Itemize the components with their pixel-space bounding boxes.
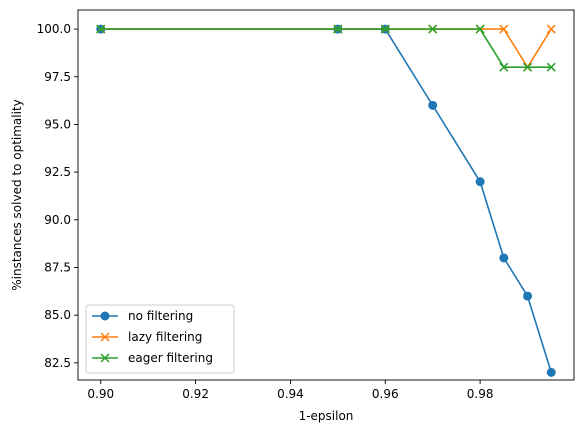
data-point — [499, 24, 509, 34]
data-point-stroke — [499, 24, 509, 34]
y-axis-label: %instances solved to optimality — [10, 99, 24, 291]
data-point-stroke — [546, 62, 556, 72]
data-point — [546, 62, 556, 72]
legend-marker-stroke — [100, 332, 110, 342]
series-layer — [96, 24, 556, 377]
data-point — [333, 24, 343, 34]
legend-box — [85, 304, 235, 374]
x-tick-label: 0.96 — [372, 387, 399, 401]
x-tick-label: 0.94 — [277, 387, 304, 401]
data-point-stroke — [96, 24, 106, 34]
data-point — [522, 62, 533, 72]
series-line — [100, 28, 552, 69]
plot-frame — [77, 9, 575, 381]
legend-label: eager filtering — [128, 351, 213, 365]
legend-marker — [100, 353, 110, 363]
data-point-stroke — [522, 62, 533, 72]
x-tick-label: 0.90 — [87, 387, 114, 401]
x-tick-label: 0.92 — [182, 387, 209, 401]
data-point-stroke — [380, 24, 390, 34]
data-point — [475, 177, 485, 187]
y-tick-label: 100.0 — [37, 22, 71, 36]
legend-label: lazy filtering — [128, 330, 202, 344]
y-tick-label: 95.0 — [44, 117, 71, 131]
data-point — [546, 367, 556, 377]
data-point-stroke — [475, 24, 485, 34]
series-eager-filtering — [96, 24, 556, 72]
y-tick-label: 97.5 — [44, 70, 71, 84]
data-point — [499, 253, 509, 263]
data-point-stroke — [428, 24, 438, 34]
data-point — [546, 24, 556, 34]
legend-marker-stroke — [100, 353, 110, 363]
data-point — [428, 24, 438, 34]
data-point — [96, 24, 106, 34]
x-axis: 0.90 0.92 0.94 0.96 0.98 — [87, 380, 493, 401]
y-tick-label: 85.0 — [44, 308, 71, 322]
x-tick-label: 0.98 — [467, 387, 494, 401]
data-point — [475, 24, 485, 34]
y-tick-label: 90.0 — [44, 213, 71, 227]
data-point — [428, 100, 438, 110]
data-point-stroke — [333, 24, 343, 34]
y-tick-label: 87.5 — [44, 260, 71, 274]
data-point — [499, 62, 509, 72]
y-tick-label: 92.5 — [44, 165, 71, 179]
legend-label: no filtering — [128, 309, 193, 323]
legend: no filtering lazy filtering eager filterin… — [85, 304, 235, 374]
data-point — [380, 24, 390, 34]
data-point-stroke — [546, 24, 556, 34]
y-axis: 82.5 85.0 87.5 90.0 92.5 95.0 97.5 100.0 — [37, 22, 78, 370]
data-point-stroke — [499, 62, 509, 72]
data-point — [523, 291, 533, 301]
legend-marker — [100, 332, 110, 342]
legend-marker — [100, 311, 110, 321]
y-tick-label: 82.5 — [44, 356, 71, 370]
x-axis-label: 1-epsilon — [299, 409, 354, 423]
